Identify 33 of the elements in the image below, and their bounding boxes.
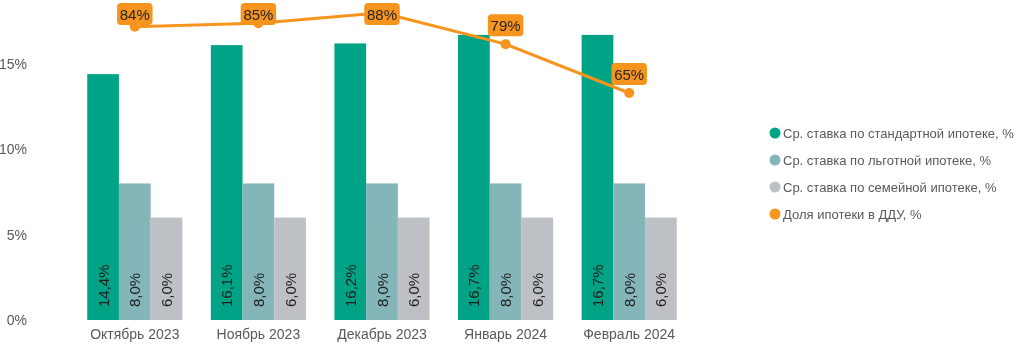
legend-label: Ср. ставка по семейной ипотеке, % <box>783 179 997 195</box>
data-label: 79% <box>490 16 521 34</box>
x-tick-label: Февраль 2024 <box>583 326 676 342</box>
data-label: 6,0% <box>528 272 546 307</box>
legend-label: Доля ипотеки в ДДУ, % <box>783 206 922 222</box>
y-tick-label: 0% <box>6 312 27 328</box>
data-label: 8,0% <box>620 272 638 307</box>
y-tick-label: 10% <box>0 141 27 158</box>
data-label: 16,7% <box>588 264 606 307</box>
data-label: 14,4% <box>94 264 112 307</box>
data-label: 6,0% <box>158 272 176 307</box>
data-label: 6,0% <box>652 272 670 307</box>
x-tick-label: Декабрь 2023 <box>337 326 428 342</box>
data-label: 8,0% <box>126 272 144 307</box>
x-tick-label: Ноябрь 2023 <box>216 326 301 342</box>
data-label: 16,1% <box>218 264 236 307</box>
data-label: 8,0% <box>249 272 267 307</box>
data-label: 8,0% <box>373 272 391 307</box>
y-tick-label: 15% <box>0 55 27 72</box>
data-label: 8,0% <box>497 272 515 307</box>
data-label: 6,0% <box>281 272 299 307</box>
data-label: 16,2% <box>341 264 359 307</box>
data-label: 6,0% <box>405 272 423 307</box>
data-label: 85% <box>243 5 274 23</box>
data-label: 65% <box>614 65 645 83</box>
x-tick-label: Январь 2024 <box>464 326 548 342</box>
data-label: 84% <box>119 5 150 23</box>
y-tick-label: 5% <box>6 226 27 243</box>
data-label: 16,7% <box>465 264 483 307</box>
legend-label: Ср. ставка по льготной ипотеке, % <box>783 152 992 168</box>
legend-label: Ср. ставка по стандартной ипотеке, % <box>783 125 1015 141</box>
data-label: 88% <box>366 5 398 23</box>
x-tick-label: Октябрь 2023 <box>90 326 180 342</box>
